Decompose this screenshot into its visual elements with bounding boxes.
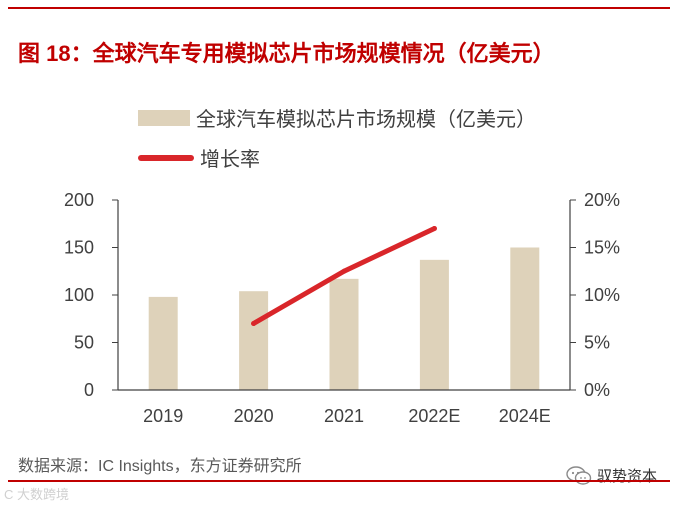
- right-tick-label: 20%: [584, 190, 620, 210]
- right-tick-label: 10%: [584, 285, 620, 305]
- top-divider: [8, 7, 670, 9]
- growth-point-2022E: [431, 226, 437, 231]
- legend-item-bar: 全球汽车模拟芯片市场规模（亿美元）: [138, 103, 536, 132]
- watermark: C 大数跨境: [4, 487, 70, 502]
- growth-point-2021: [341, 268, 347, 274]
- left-tick-label: 50: [74, 333, 94, 353]
- x-tick-label: 2020: [234, 406, 274, 426]
- wechat-account-label: 驭势资本: [597, 468, 658, 485]
- right-tick-label: 0%: [584, 380, 610, 400]
- x-tick-label: 2024E: [499, 406, 551, 426]
- legend-line-label: 增长率: [200, 149, 260, 171]
- bar-2019: [148, 296, 178, 390]
- x-tick-label: 2022E: [408, 406, 460, 426]
- bottom-divider: [8, 480, 670, 482]
- source-note: 数据来源：IC Insights，东方证券研究所: [18, 458, 302, 475]
- bar-2020: [239, 291, 269, 390]
- growth-point-2020: [251, 321, 257, 326]
- figure-title: 图 18：全球汽车专用模拟芯片市场规模情况（亿美元）: [18, 41, 555, 66]
- bar-2024E: [510, 247, 540, 390]
- bar-2021: [329, 278, 359, 390]
- left-tick-label: 0: [84, 380, 94, 400]
- legend-bar-label: 全球汽车模拟芯片市场规模（亿美元）: [196, 109, 536, 131]
- x-tick-label: 2021: [324, 406, 364, 426]
- legend-line-swatch: [138, 154, 194, 161]
- x-tick-label: 2019: [143, 406, 183, 426]
- left-tick-label: 200: [64, 190, 94, 210]
- right-tick-label: 15%: [584, 238, 620, 258]
- left-tick-label: 100: [64, 285, 94, 305]
- legend-item-line: 增长率: [138, 143, 260, 172]
- wechat-icon: [566, 465, 592, 485]
- right-tick-label: 5%: [584, 333, 610, 353]
- bar-2022E: [419, 259, 449, 390]
- wechat-badge: 驭势资本: [566, 465, 657, 486]
- left-tick-label: 150: [64, 238, 94, 258]
- legend-bar-swatch: [138, 109, 190, 126]
